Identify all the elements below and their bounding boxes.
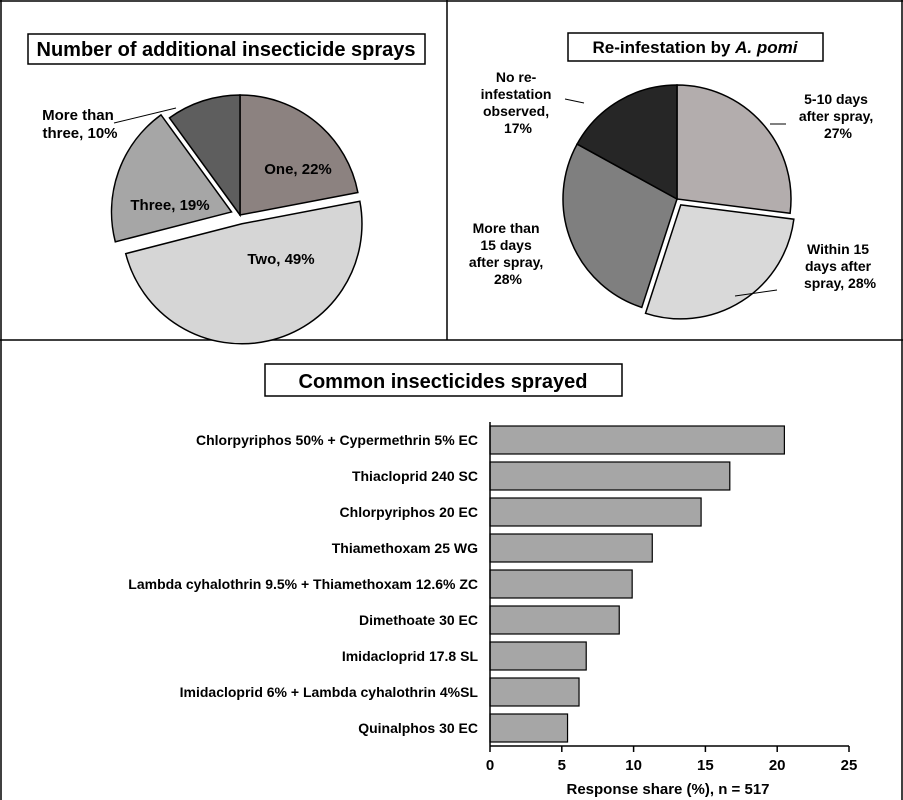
slice-label-no-reinfestation: No re- infestation observed, 17% bbox=[481, 69, 556, 136]
bar-chart-insecticides: Common insecticides sprayed Chlorpyripho… bbox=[128, 363, 858, 798]
chart-title-box bbox=[27, 33, 426, 65]
category-label-3: Thiamethoxam 25 WG bbox=[332, 540, 478, 556]
reinfestation-slice-2 bbox=[562, 143, 678, 309]
slice-label-one: One, 22% bbox=[264, 161, 332, 178]
slice-label-5-10-days: 5-10 days after spray, 27% bbox=[799, 91, 877, 141]
bar-4 bbox=[489, 569, 633, 599]
slice-label-three: Three, 19% bbox=[130, 197, 209, 214]
leader-line-within-15-days bbox=[734, 289, 778, 297]
slice-label-more-than-three-line1: More than bbox=[42, 107, 114, 124]
x-tick-label-5: 5 bbox=[558, 757, 566, 774]
slice-label-within-15-days: Within 15 days after spray, 28% bbox=[804, 241, 877, 291]
slice-label-more-than-15-days: More than 15 days after spray, 28% bbox=[469, 220, 547, 287]
slice-label-two: Two, 49% bbox=[247, 251, 314, 268]
pie-slices bbox=[110, 94, 363, 345]
category-label-7: Imidacloprid 6% + Lambda cyhalothrin 4%S… bbox=[180, 684, 479, 700]
bar-8 bbox=[489, 713, 569, 743]
pie-chart-reinfestation: Re-infestation by A. pomi 5-10 days afte… bbox=[469, 32, 877, 320]
bar-3 bbox=[489, 533, 653, 563]
chart-title-prefix: Re-infestation by bbox=[593, 38, 736, 57]
pie-chart-sprays: Number of additional insecticide sprays … bbox=[27, 33, 426, 345]
sprays-slice-0 bbox=[239, 94, 359, 216]
slice-label-more-than-three: More than three, 10% bbox=[42, 107, 118, 142]
bar-1 bbox=[489, 461, 731, 491]
category-label-5: Dimethoate 30 EC bbox=[359, 612, 478, 628]
reinfestation-slice-0 bbox=[676, 84, 792, 215]
chart-title-box bbox=[264, 363, 623, 397]
bar-series bbox=[489, 425, 785, 743]
reinfestation-slice-3 bbox=[576, 84, 678, 201]
x-tick-label-10: 10 bbox=[625, 757, 642, 774]
x-axis: 0 5 10 15 20 25 bbox=[486, 422, 858, 774]
bar-0 bbox=[489, 425, 785, 455]
x-axis-title: Response share (%), n = 517 bbox=[567, 781, 770, 798]
x-tick-label-20: 20 bbox=[769, 757, 786, 774]
chart-title: Number of additional insecticide sprays bbox=[37, 39, 416, 61]
slice-label-three-text: Three, 19% bbox=[130, 197, 209, 214]
category-label-1: Thiacloprid 240 SC bbox=[352, 468, 478, 484]
category-labels: Chlorpyriphos 50% + Cypermethrin 5% EC Th… bbox=[128, 432, 478, 736]
slice-label-more-than-three-line2: three, 10% bbox=[42, 125, 117, 142]
leader-line-more-than-three bbox=[113, 107, 177, 124]
sprays-slice-3 bbox=[168, 94, 241, 218]
pie-slices bbox=[562, 84, 795, 320]
chart-title-box bbox=[567, 32, 824, 62]
category-label-6: Imidacloprid 17.8 SL bbox=[342, 648, 479, 664]
bar-5 bbox=[489, 605, 620, 635]
category-label-2: Chlorpyriphos 20 EC bbox=[340, 504, 478, 520]
sprays-slice-1 bbox=[124, 200, 363, 345]
chart-title: Re-infestation by A. pomi bbox=[593, 38, 799, 57]
category-label-4: Lambda cyhalothrin 9.5% + Thiamethoxam 1… bbox=[128, 576, 478, 592]
category-label-8: Quinalphos 30 EC bbox=[358, 720, 478, 736]
bar-2 bbox=[489, 497, 702, 527]
x-tick-label-25: 25 bbox=[841, 757, 858, 774]
bar-6 bbox=[489, 641, 587, 671]
leader-line-no-reinfestation bbox=[564, 98, 585, 104]
chart-title-italic: A. pomi bbox=[734, 38, 799, 57]
category-label-0: Chlorpyriphos 50% + Cypermethrin 5% EC bbox=[196, 432, 478, 448]
x-tick-label-15: 15 bbox=[697, 757, 714, 774]
reinfestation-slice-1 bbox=[644, 204, 795, 320]
x-tick-label-0: 0 bbox=[486, 757, 494, 774]
bar-7 bbox=[489, 677, 580, 707]
sprays-slice-2 bbox=[110, 113, 233, 243]
chart-title: Common insecticides sprayed bbox=[299, 371, 588, 393]
